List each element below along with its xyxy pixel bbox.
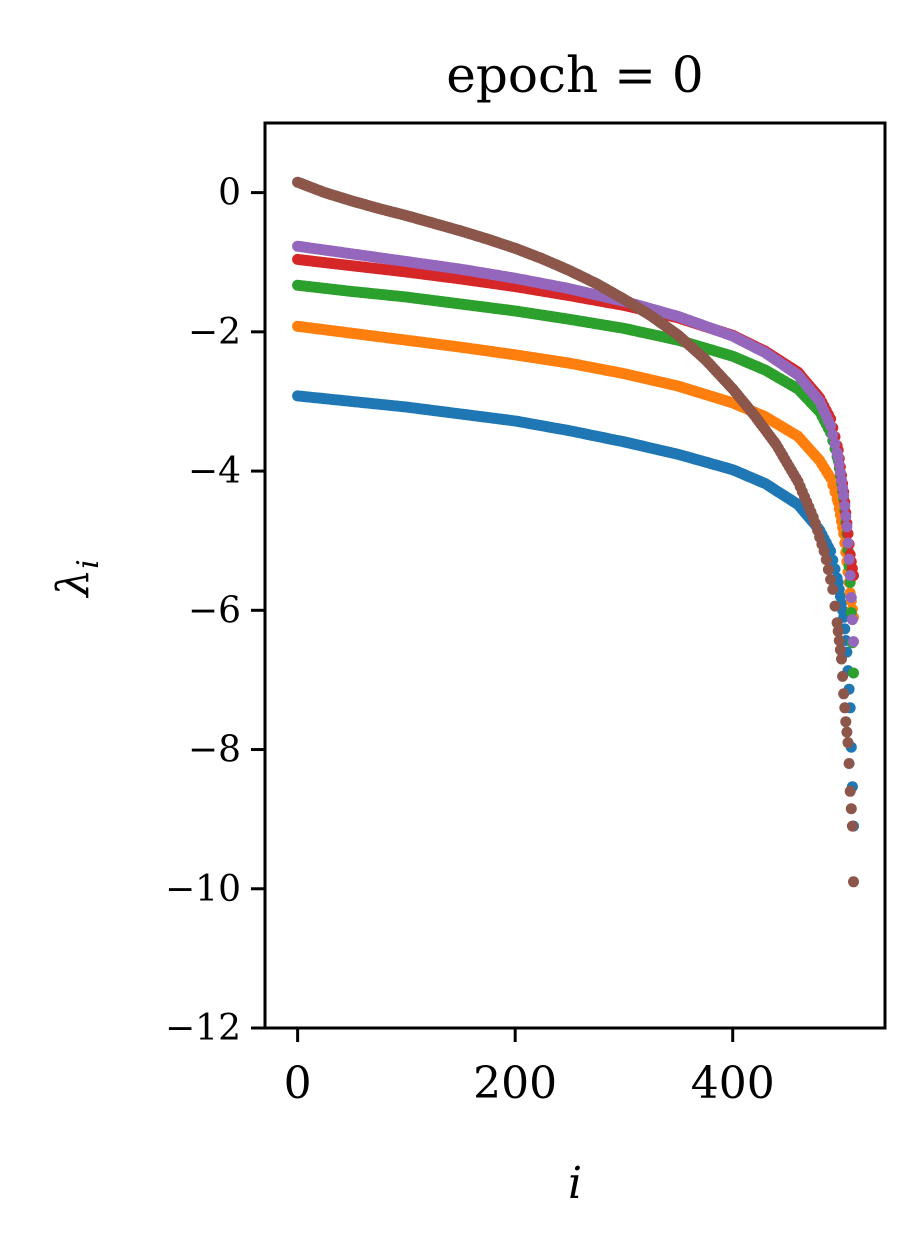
data-point: [827, 429, 839, 441]
data-point: [842, 537, 854, 549]
y-tick-label: −8: [188, 730, 241, 771]
data-point: [848, 667, 859, 679]
x-axis-ticks: 0 200 400: [284, 1028, 775, 1109]
data-point: [848, 876, 859, 888]
data-point: [825, 574, 837, 585]
data-series-layer: [292, 176, 859, 888]
data-point: [840, 716, 852, 728]
y-tick-label: −12: [165, 1008, 241, 1049]
data-point: [843, 553, 855, 565]
data-point: [822, 564, 834, 575]
data-point: [844, 570, 856, 581]
data-point: [841, 521, 853, 533]
data-point: [845, 803, 857, 815]
data-point: [846, 820, 858, 832]
data-point: [829, 438, 841, 450]
data-point: [845, 592, 857, 603]
data-point: [841, 726, 853, 738]
y-axis-label: λi: [48, 559, 106, 599]
y-axis-label-symbol: λ: [48, 569, 99, 599]
svg-text:λi: λi: [48, 559, 106, 599]
y-tick-label: −6: [188, 590, 241, 631]
data-point: [838, 489, 850, 501]
x-tick-label: 200: [473, 1058, 557, 1109]
chart-title: epoch = 0: [446, 46, 703, 104]
data-point: [843, 758, 855, 769]
data-point: [848, 636, 859, 648]
data-point: [820, 554, 832, 566]
plot-frame: [263, 121, 887, 1030]
x-tick-label: 400: [691, 1058, 775, 1109]
data-point: [844, 785, 856, 797]
data-point: [839, 702, 851, 714]
data-point: [836, 653, 847, 665]
x-tick-label: 0: [284, 1058, 312, 1109]
data-point: [834, 644, 846, 656]
data-point: [818, 545, 830, 557]
data-point: [839, 500, 851, 512]
data-point: [833, 635, 845, 646]
data-point: [832, 625, 844, 637]
x-axis-label: i: [568, 1158, 582, 1209]
data-point: [825, 420, 837, 432]
y-tick-label: −2: [188, 312, 241, 353]
y-axis-ticks: 0 −2 −4 −6 −8 −10 −12: [165, 173, 265, 1049]
data-point: [846, 614, 858, 626]
data-point: [827, 583, 839, 595]
y-axis-label-subscript: i: [71, 559, 106, 569]
series-1: [292, 320, 859, 623]
series-0: [292, 390, 859, 832]
data-point: [842, 737, 854, 749]
series-4: [292, 240, 859, 648]
data-point: [831, 617, 843, 629]
data-point: [837, 670, 849, 682]
data-point: [840, 510, 852, 522]
y-tick-label: −4: [188, 451, 241, 492]
series-5: [292, 176, 859, 888]
y-tick-label: −10: [165, 869, 241, 910]
data-point: [829, 600, 841, 612]
y-tick-label: 0: [218, 173, 241, 214]
data-point: [838, 688, 850, 700]
